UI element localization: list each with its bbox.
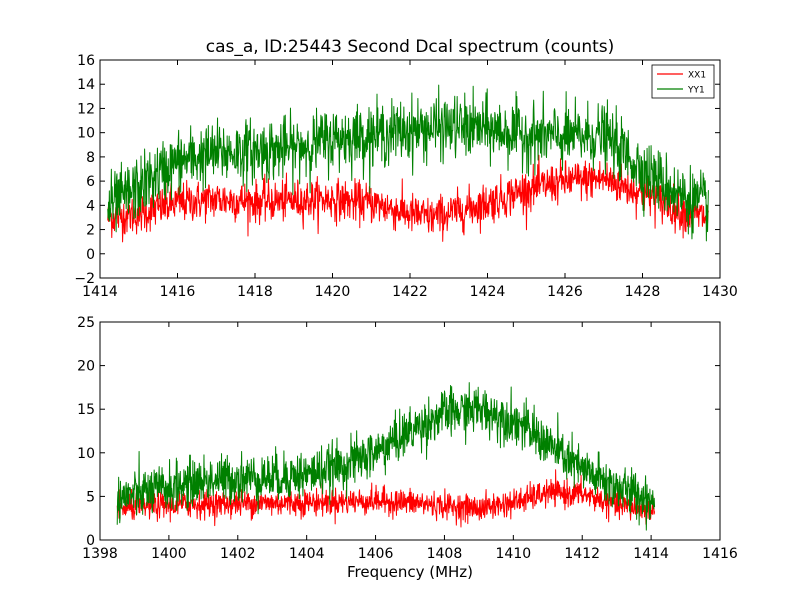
top-panel-ticks: 1414 1416 1418 1420 1422 1424 1426 1428 1430−202… bbox=[74, 53, 737, 300]
top-panel: cas_a, ID:25443 Second Dcal spectrum (co… bbox=[74, 37, 737, 300]
bottom-panel: 1398 1400 1402 1404 1406 1408 1410 1412 1414 1416… bbox=[77, 315, 738, 581]
legend: XX1 YY1 bbox=[651, 64, 715, 99]
y-tick-label: 6 bbox=[86, 174, 95, 190]
y-tick-label: 15 bbox=[77, 402, 95, 418]
y-tick-label: 8 bbox=[86, 150, 95, 166]
x-tick-label: 1430 bbox=[702, 284, 738, 300]
y-tick-label: 12 bbox=[77, 101, 95, 117]
y-tick-label: 0 bbox=[86, 247, 95, 263]
y-tick-label: 10 bbox=[77, 126, 95, 142]
series-line-series-0 bbox=[116, 469, 656, 528]
bottom-panel-traces bbox=[116, 382, 656, 531]
x-tick-label: 1404 bbox=[289, 546, 325, 562]
x-tick-label: 1416 bbox=[160, 284, 196, 300]
x-tick-label: 1424 bbox=[470, 284, 506, 300]
x-tick-label: 1428 bbox=[625, 284, 661, 300]
chart-title: cas_a, ID:25443 Second Dcal spectrum (co… bbox=[206, 37, 615, 57]
y-tick-label: 5 bbox=[86, 489, 95, 505]
y-tick-label: 10 bbox=[77, 446, 95, 462]
y-tick-label: 16 bbox=[77, 53, 95, 69]
x-tick-label: 1414 bbox=[82, 284, 118, 300]
y-tick-label: 2 bbox=[86, 223, 95, 239]
x-tick-label: 1400 bbox=[151, 546, 187, 562]
x-tick-label: 1410 bbox=[496, 546, 532, 562]
y-tick-label: 20 bbox=[77, 359, 95, 375]
y-tick-label: 14 bbox=[77, 77, 95, 93]
x-tick-label: 1426 bbox=[547, 284, 583, 300]
x-tick-label: 1418 bbox=[237, 284, 273, 300]
legend-label-xx1: XX1 bbox=[688, 71, 706, 81]
y-tick-label: 25 bbox=[77, 315, 95, 331]
bottom-panel-ticks: 1398 1400 1402 1404 1406 1408 1410 1412 1414 1416… bbox=[77, 315, 738, 562]
legend-box bbox=[651, 64, 715, 99]
x-tick-label: 1412 bbox=[564, 546, 600, 562]
series-line-yy1 bbox=[107, 84, 709, 242]
y-tick-label: 0 bbox=[86, 533, 95, 549]
x-axis-label: Frequency (MHz) bbox=[347, 563, 473, 581]
x-tick-label: 1416 bbox=[702, 546, 738, 562]
series-line-xx1 bbox=[107, 154, 709, 243]
y-tick-label: −2 bbox=[74, 271, 95, 287]
x-tick-label: 1422 bbox=[392, 284, 428, 300]
top-panel-traces bbox=[107, 84, 709, 243]
series-line-series-1 bbox=[116, 382, 656, 531]
x-tick-label: 1408 bbox=[427, 546, 463, 562]
x-tick-label: 1398 bbox=[82, 546, 118, 562]
bottom-panel-frame bbox=[99, 321, 721, 541]
top-panel-frame bbox=[99, 59, 721, 279]
x-tick-label: 1414 bbox=[633, 546, 669, 562]
legend-label-yy1: YY1 bbox=[687, 86, 705, 96]
y-tick-label: 4 bbox=[86, 198, 95, 214]
x-tick-label: 1420 bbox=[315, 284, 351, 300]
x-tick-label: 1406 bbox=[358, 546, 394, 562]
x-tick-label: 1402 bbox=[220, 546, 256, 562]
